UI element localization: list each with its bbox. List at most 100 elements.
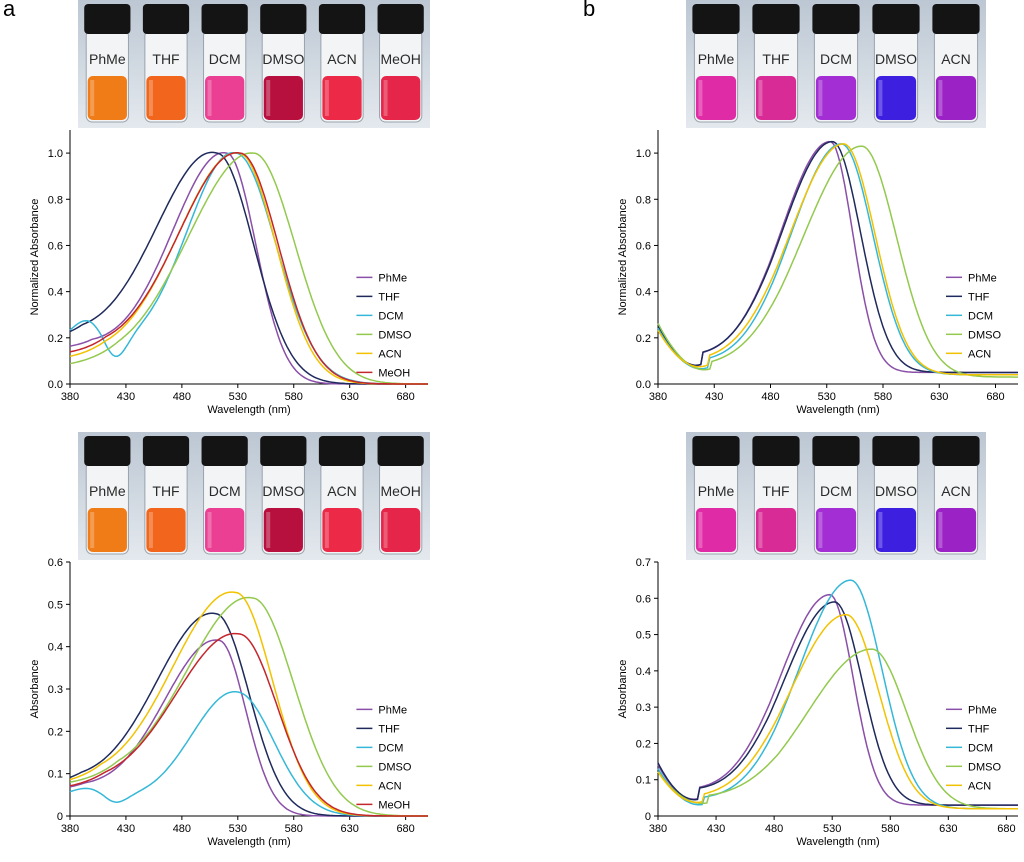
series-line-dcm xyxy=(69,151,428,385)
vial: PhMe xyxy=(84,4,131,123)
vial-label: THF xyxy=(762,51,789,67)
vial-cap xyxy=(692,436,740,466)
vial-liquid xyxy=(263,508,303,552)
legend-label: ACN xyxy=(378,780,401,792)
vial: PhMe xyxy=(84,436,131,555)
y-tick-label: 0.5 xyxy=(636,630,651,642)
series-line-dmso xyxy=(69,152,428,385)
series-line-phme xyxy=(657,593,1018,806)
x-tick-label: 380 xyxy=(649,391,667,403)
vial-liquid xyxy=(322,76,362,120)
vial-label: ACN xyxy=(327,51,357,67)
vial-liquid xyxy=(875,76,917,120)
chart-b-normalized: 380 430 480 530 580 630 680 0.0 0.2 0.4 0.6 0.8 1.0 W… xyxy=(617,130,1018,416)
y-tick-label: 0 xyxy=(645,811,651,823)
x-tick-label: 380 xyxy=(649,823,667,835)
panel-label-b: b xyxy=(583,0,596,21)
y-tick-label: 0.6 xyxy=(48,557,63,569)
x-axis-label: Wavelength (nm) xyxy=(207,836,290,848)
y-tick-label: 1.0 xyxy=(636,148,651,160)
series-line-dcm xyxy=(657,143,1018,376)
x-tick-label: 480 xyxy=(173,823,191,835)
series-line-meoh xyxy=(69,632,428,817)
vial-label: DMSO xyxy=(262,51,304,67)
x-tick-label: 380 xyxy=(61,391,79,403)
vial-label: PhMe xyxy=(89,51,126,67)
y-tick-label: 0.2 xyxy=(636,738,651,750)
vial: THF xyxy=(142,4,190,123)
x-tick-label: 680 xyxy=(986,391,1004,403)
x-tick-label: 480 xyxy=(765,823,783,835)
vial-liquid xyxy=(755,508,797,552)
x-tick-label: 530 xyxy=(818,391,836,403)
y-axis-label: Absorbance xyxy=(29,660,41,719)
vial-liquid xyxy=(87,508,127,552)
x-tick-label: 680 xyxy=(997,823,1015,835)
vial: ACN xyxy=(318,436,366,555)
y-tick-label: 0.4 xyxy=(48,287,63,299)
vial: DCM xyxy=(812,436,860,555)
vial-cap xyxy=(318,436,366,466)
x-tick-label: 430 xyxy=(117,823,135,835)
vial: DCM xyxy=(812,4,860,123)
vial: PhMe xyxy=(692,436,740,555)
vial-label: THF xyxy=(152,483,179,499)
x-tick-label: 580 xyxy=(881,823,899,835)
y-tick-label: 0.2 xyxy=(48,726,63,738)
vial-liquid xyxy=(146,76,186,120)
vial-label: THF xyxy=(762,483,789,499)
vial-cap xyxy=(142,4,190,34)
vial-cap xyxy=(377,436,424,466)
y-tick-label: 1.0 xyxy=(48,148,63,160)
vial-label: ACN xyxy=(941,51,971,67)
x-tick-label: 530 xyxy=(229,823,247,835)
legend-label: DCM xyxy=(968,310,993,322)
y-tick-label: 0.7 xyxy=(636,557,651,569)
vial-liquid xyxy=(381,508,421,552)
legend-label: DCM xyxy=(968,742,993,754)
series-line-dmso xyxy=(657,648,1018,810)
vial-cap xyxy=(318,4,366,34)
vial-cap xyxy=(872,436,920,466)
vial-cap xyxy=(201,436,248,466)
y-tick-label: 0.6 xyxy=(48,240,63,252)
vial-cap xyxy=(812,4,860,34)
series-line-acn xyxy=(69,591,428,817)
vial-label: PhMe xyxy=(89,483,126,499)
vial: ACN xyxy=(932,4,980,123)
vial-photo-a-bottom: PhMe THF DCM DMSO ACN MeOH xyxy=(78,432,430,560)
x-tick-label: 630 xyxy=(341,391,359,403)
y-tick-label: 0 xyxy=(57,811,63,823)
series-line-acn xyxy=(657,613,1018,810)
legend-label: DMSO xyxy=(968,329,1001,341)
legend-label: THF xyxy=(968,723,990,735)
vial-cap xyxy=(201,4,248,34)
vial-label: DCM xyxy=(209,483,241,499)
vial-liquid xyxy=(87,76,127,120)
vial-label: ACN xyxy=(941,483,971,499)
series-line-phme xyxy=(69,639,428,817)
vial-liquid xyxy=(205,508,245,552)
x-tick-label: 530 xyxy=(823,823,841,835)
x-tick-label: 630 xyxy=(341,823,359,835)
y-tick-label: 0.1 xyxy=(48,769,63,781)
vial-liquid xyxy=(205,76,245,120)
series-line-thf xyxy=(69,612,428,817)
vial-liquid xyxy=(263,76,303,120)
legend-label: PhMe xyxy=(968,272,997,284)
series-line-meoh xyxy=(69,152,428,385)
x-axis-label: Wavelength (nm) xyxy=(207,404,290,416)
legend-label: DMSO xyxy=(378,761,411,773)
legend-label: PhMe xyxy=(378,704,407,716)
vial-label: DCM xyxy=(820,483,852,499)
x-tick-label: 430 xyxy=(705,391,723,403)
vial-label: DMSO xyxy=(875,51,917,67)
vial-label: DCM xyxy=(820,51,852,67)
legend-label: THF xyxy=(968,291,990,303)
vial-cap xyxy=(752,436,800,466)
vial-cap xyxy=(260,436,307,466)
vial-label: MeOH xyxy=(380,483,420,499)
vial-label: MeOH xyxy=(380,51,420,67)
panel-label-a: a xyxy=(3,0,16,21)
legend-label: DMSO xyxy=(968,761,1001,773)
